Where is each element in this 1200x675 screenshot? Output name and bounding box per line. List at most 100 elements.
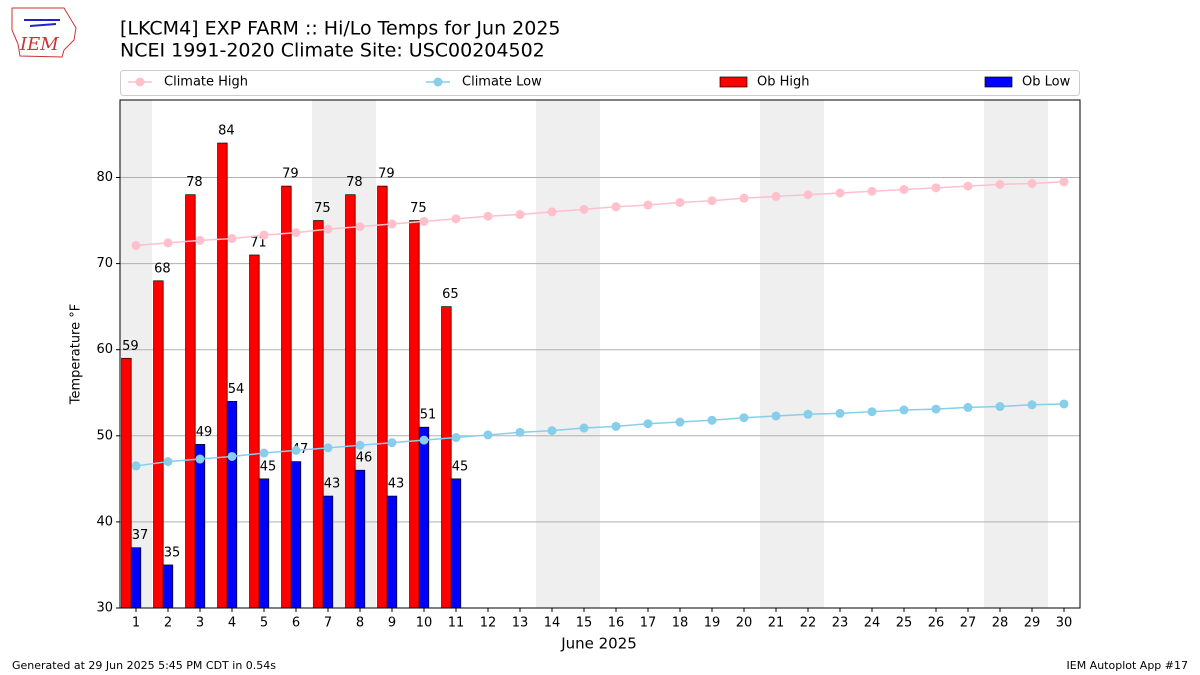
data-label: 43 [388, 477, 405, 492]
bar [226, 401, 238, 609]
bar [354, 469, 366, 609]
point [163, 457, 173, 467]
data-label: 37 [132, 528, 149, 543]
point [771, 191, 781, 201]
data-label: 84 [218, 124, 235, 139]
bar [441, 306, 452, 609]
point [483, 211, 493, 221]
data-label: 78 [186, 175, 203, 190]
point [547, 207, 557, 217]
point [931, 404, 941, 414]
y-tick-label: 40 [96, 514, 113, 529]
x-tick-label: 1 [132, 616, 140, 631]
legend-label: Climate High [164, 75, 248, 90]
data-label: 45 [452, 459, 469, 474]
legend-box [120, 70, 1080, 96]
point [899, 185, 909, 195]
bar [121, 357, 132, 609]
bar [281, 185, 292, 609]
point [419, 216, 429, 226]
x-tick-label: 11 [448, 616, 465, 631]
point [387, 438, 397, 448]
footer-left: Generated at 29 Jun 2025 5:45 PM CDT in … [12, 659, 276, 672]
point [643, 419, 653, 429]
point [163, 238, 173, 248]
footer-right: IEM Autoplot App #17 [1067, 659, 1189, 672]
point [323, 224, 333, 234]
x-tick-label: 23 [832, 616, 849, 631]
chart-title: [LKCM4] EXP FARM :: Hi/Lo Temps for Jun … [120, 18, 561, 40]
point [195, 235, 205, 245]
point [899, 405, 909, 415]
data-label: 68 [154, 261, 171, 276]
point [515, 427, 525, 437]
x-axis-label: June 2025 [560, 635, 637, 653]
logo: IEM [11, 7, 77, 58]
bar [313, 220, 324, 609]
point [227, 234, 237, 244]
x-tick-label: 29 [1024, 616, 1041, 631]
x-tick-label: 2 [164, 616, 172, 631]
point [355, 222, 365, 232]
y-tick-label: 60 [96, 342, 113, 357]
data-label: 45 [260, 459, 277, 474]
data-label: 79 [378, 167, 395, 182]
weekend-shade [984, 100, 1048, 608]
point [1027, 179, 1037, 189]
point [995, 402, 1005, 412]
point [131, 461, 141, 471]
x-tick-label: 4 [228, 616, 236, 631]
y-axis-label: Temperature °F [69, 304, 84, 405]
point [675, 417, 685, 427]
point [707, 415, 717, 425]
point [803, 409, 813, 419]
point [803, 190, 813, 200]
point [291, 445, 301, 455]
point [643, 200, 653, 210]
point [259, 230, 269, 240]
x-tick-label: 25 [896, 616, 913, 631]
x-tick-label: 16 [608, 616, 625, 631]
bar [217, 142, 228, 609]
x-tick-label: 17 [640, 616, 657, 631]
bar [418, 426, 430, 609]
bar [322, 495, 334, 609]
x-tick-label: 22 [800, 616, 817, 631]
point [1059, 399, 1069, 409]
y-tick-label: 80 [96, 170, 113, 185]
point [867, 407, 877, 417]
legend-label: Climate Low [462, 75, 542, 90]
plot-frame [119, 99, 1081, 609]
bar [162, 564, 174, 609]
x-tick-label: 8 [356, 616, 364, 631]
legend-swatch [719, 76, 748, 88]
point [387, 219, 397, 229]
point [419, 435, 429, 445]
logo-icon [24, 19, 60, 27]
point [323, 443, 333, 453]
point [259, 448, 269, 458]
x-tick-label: 12 [480, 616, 497, 631]
x-tick-label: 13 [512, 616, 529, 631]
point [739, 413, 749, 423]
point [131, 241, 141, 251]
x-tick-label: 27 [960, 616, 977, 631]
x-tick-label: 24 [864, 616, 881, 631]
point [579, 423, 589, 433]
point [867, 186, 877, 196]
data-label: 49 [196, 425, 213, 440]
x-tick-label: 20 [736, 616, 753, 631]
x-tick-label: 18 [672, 616, 689, 631]
point [547, 426, 557, 436]
legend-label: Ob Low [1022, 75, 1071, 90]
point [675, 197, 685, 207]
bar [153, 280, 164, 609]
x-tick-label: 15 [576, 616, 593, 631]
point [355, 440, 365, 450]
point [579, 204, 589, 214]
logo-text: IEM [19, 34, 59, 55]
x-tick-label: 28 [992, 616, 1009, 631]
point [1059, 177, 1069, 187]
legend-marker [433, 77, 443, 87]
